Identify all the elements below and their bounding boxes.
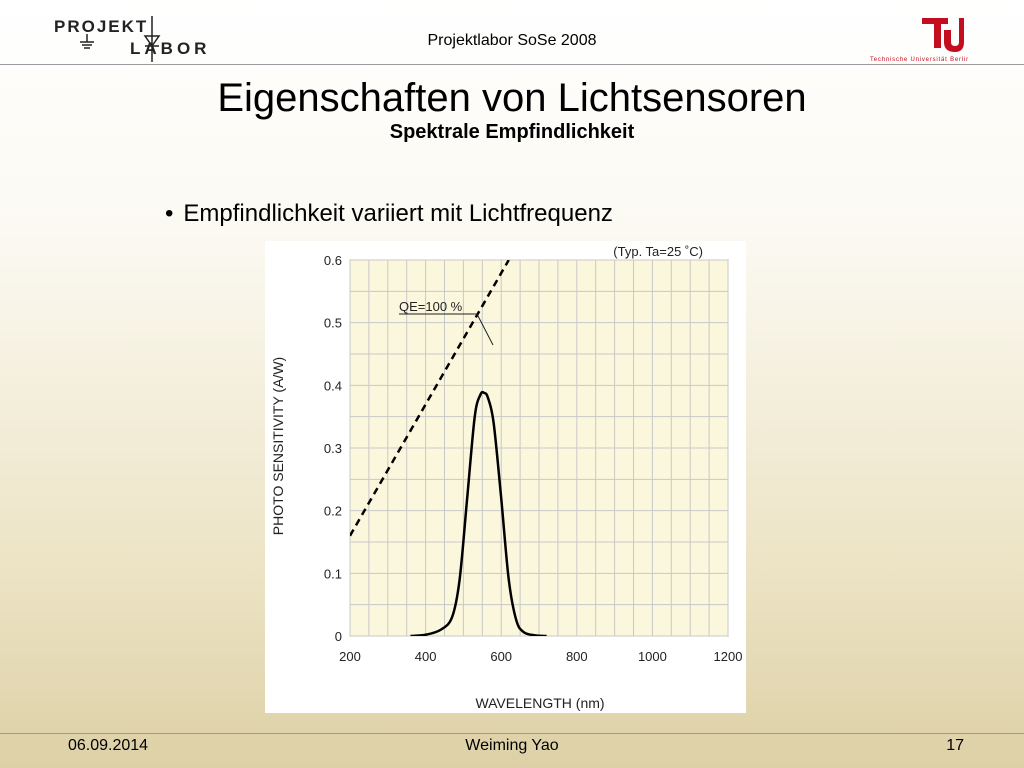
qe-annotation: QE=100 % bbox=[399, 299, 463, 314]
footer-page-number: 17 bbox=[946, 737, 964, 754]
svg-text:PROJEKT: PROJEKT bbox=[54, 17, 148, 36]
footer-divider bbox=[0, 733, 1024, 734]
projektlabor-logo: PROJEKT LABOR bbox=[52, 12, 222, 64]
y-tick-label: 0.6 bbox=[324, 253, 342, 268]
svg-text:Technische Universität Berlin: Technische Universität Berlin bbox=[870, 57, 968, 63]
footer-author: Weiming Yao bbox=[465, 737, 559, 754]
header-divider bbox=[0, 64, 1024, 65]
sensitivity-curve bbox=[410, 390, 547, 636]
qe-annotation-pointer bbox=[476, 313, 494, 346]
header-center-text: Projektlabor SoSe 2008 bbox=[427, 32, 597, 49]
x-axis-label: WAVELENGTH (nm) bbox=[475, 695, 604, 711]
y-tick-label: 0.5 bbox=[324, 316, 342, 331]
bullet-symbol: • bbox=[165, 200, 174, 227]
footer-date: 06.09.2014 bbox=[68, 737, 149, 754]
x-tick-label: 800 bbox=[566, 649, 588, 664]
y-tick-label: 0.1 bbox=[324, 566, 342, 581]
x-tick-label: 600 bbox=[490, 649, 512, 664]
series-group bbox=[350, 260, 547, 636]
slide-subtitle: Spektrale Empfindlichkeit bbox=[389, 121, 635, 143]
y-tick-label: 0.4 bbox=[324, 378, 342, 393]
chart-svg: 200 400 600 800 1000 120000.10.20.30.40.50.6 … bbox=[270, 244, 743, 711]
slide-title: Eigenschaften von Lichtsensoren bbox=[217, 76, 807, 120]
bullet-item: • Empfindlichkeit variiert mit Lichtfreq… bbox=[165, 200, 613, 228]
chart-note: (Typ. Ta=25 ˚C) bbox=[613, 244, 703, 259]
y-tick-label: 0.3 bbox=[324, 441, 342, 456]
x-tick-label: 1200 bbox=[714, 649, 743, 664]
tick-labels: 200 400 600 800 1000 1200 0 0.1 0.2 0.3 0.4 0.5 0.6 bbox=[324, 253, 743, 664]
y-tick-label: 0 bbox=[335, 629, 342, 644]
x-tick-label: 1000 bbox=[638, 649, 667, 664]
spectral-sensitivity-chart: 200 400 600 800 1000 1200 0 0.1 0.2 0.3 0.4 0.5 0.6 … bbox=[265, 241, 746, 713]
svg-text:LABOR: LABOR bbox=[130, 39, 210, 58]
bullet-text: Empfindlichkeit variiert mit Lichtfreque… bbox=[183, 200, 613, 227]
y-tick-label: 0.2 bbox=[324, 504, 342, 519]
qe-100-dashed-line bbox=[350, 260, 510, 537]
grid-lines bbox=[349, 259, 729, 637]
y-axis-label: PHOTO SENSITIVITY (A/W) bbox=[270, 357, 286, 535]
x-tick-label: 200 bbox=[339, 649, 361, 664]
tu-berlin-logo: Technische Universität Berlin bbox=[868, 12, 969, 64]
x-tick-label: 400 bbox=[415, 649, 437, 664]
